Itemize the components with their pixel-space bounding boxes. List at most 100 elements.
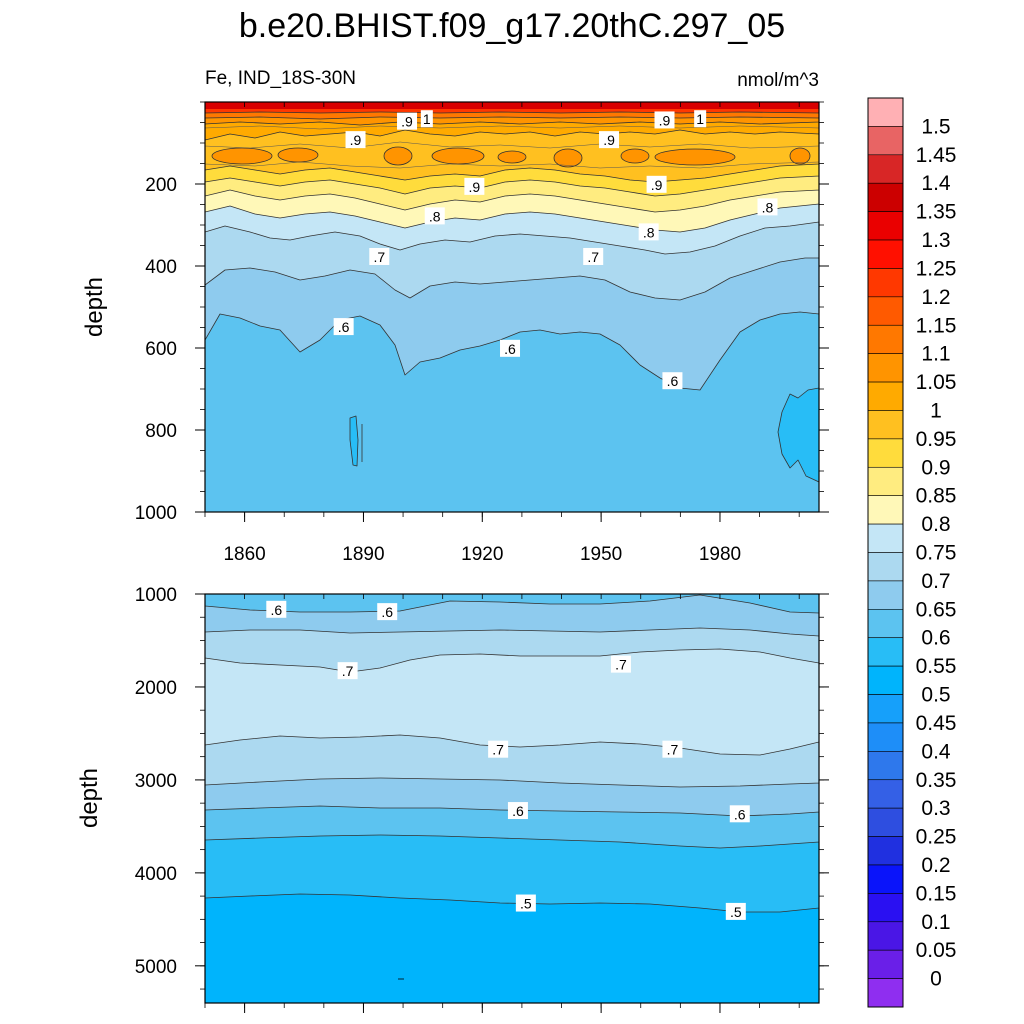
colorbar-label: 1.25 — [916, 257, 957, 280]
colorbar-label: 0.25 — [916, 826, 957, 849]
contour-label: .7 — [337, 662, 358, 680]
colorbar-label: 0.45 — [916, 712, 957, 735]
colorbar-swatch — [867, 97, 904, 127]
lower-band-0.55-0.60-top — [205, 594, 819, 614]
contour-label-text: .7 — [373, 249, 385, 265]
y-tick-label: 800 — [145, 421, 177, 442]
colorbar-label: 1.3 — [921, 229, 950, 252]
colorbar-label: 0.4 — [921, 740, 951, 763]
colorbar-swatch — [867, 324, 904, 354]
contour-label-text: .9 — [651, 177, 663, 193]
contour-label-box — [464, 177, 485, 195]
contour-label: .6 — [333, 318, 354, 336]
contour-label-text: 1 — [696, 111, 704, 127]
contour-label-box — [345, 131, 366, 149]
contour-label: .7 — [369, 247, 390, 265]
contour-label-text: .8 — [762, 199, 774, 215]
contour-label-text: .5 — [730, 904, 742, 920]
colorbar-swatch — [867, 949, 904, 979]
colorbar-swatch — [867, 495, 904, 525]
contour-label-text: .6 — [381, 604, 393, 620]
upper-y-axis: 200 400 600 800 1000 — [135, 101, 829, 524]
colorbar-label: 1.4 — [921, 172, 951, 195]
colorbar-swatch — [867, 779, 904, 809]
lower-plot-frame — [204, 593, 820, 1004]
contour-label: .7 — [610, 655, 631, 673]
colorbar-swatch — [867, 552, 904, 582]
colorbar-swatch — [867, 268, 904, 298]
colorbar-label: 1 — [930, 399, 942, 422]
variable-region-label: Fe, IND_18S-30N — [205, 68, 356, 89]
upper-fine-contours — [205, 125, 819, 169]
contour-label-box — [638, 223, 659, 241]
contour-label-text: .6 — [734, 806, 746, 822]
colorbar-label: 0.05 — [916, 939, 957, 962]
y-tick-label: 600 — [145, 339, 177, 360]
colorbar-label: 0.7 — [921, 570, 950, 593]
y-tick-label: 200 — [145, 175, 177, 196]
contour-label: .9 — [599, 131, 620, 149]
lower-y-axis: 1000 2000 3000 4000 5000 — [135, 585, 829, 990]
colorbar-swatch — [867, 296, 904, 326]
contour-label-box — [333, 318, 354, 336]
colorbar: 0 0.05 0.1 0.15 0.2 0.25 0.3 0.35 0.4 0.45 0.5 0.55… — [867, 97, 957, 1008]
contour-label-box — [610, 655, 631, 673]
contour-label: .6 — [507, 802, 528, 820]
contour-label: .7 — [488, 740, 509, 758]
colorbar-label: 0.9 — [921, 456, 950, 479]
lower-panel: .6 .6 .7 .7 .7 .7 .6 .6 .5 .5 1000 2000 3000 4000 500… — [76, 585, 829, 1013]
colorbar-swatch — [867, 751, 904, 781]
x-tick-label: 1890 — [342, 544, 384, 565]
contour-label: .6 — [729, 805, 750, 823]
contour-label-text: .6 — [504, 341, 516, 357]
contour-label-box — [599, 131, 620, 149]
contour-label-text: .8 — [643, 224, 655, 240]
contour-label: .6 — [662, 372, 683, 390]
colorbar-swatch — [867, 438, 904, 468]
colorbar-swatch — [867, 665, 904, 695]
contour-label: .7 — [662, 740, 683, 758]
upper-contour-labels: .9 1 .9 .9 1 .9 .9 .9 .8 .8 .8 .7 .7 .6 .6 .6 — [333, 110, 778, 390]
chart-title: b.e20.BHIST.f09_g17.20thC.297_05 — [239, 7, 785, 45]
x-tick-label: 1950 — [580, 544, 622, 565]
contour-label: .9 — [646, 175, 667, 193]
contour-label-box — [757, 198, 778, 216]
contour-label-text: .7 — [492, 742, 504, 758]
colorbar-label: 1.1 — [921, 343, 950, 366]
contour-label-text: .7 — [615, 657, 627, 673]
colorbar-swatch — [867, 637, 904, 667]
colorbar-swatch — [867, 410, 904, 440]
contour-label: .5 — [515, 894, 536, 912]
lower-x-axis — [204, 594, 800, 1013]
y-tick-label: 3000 — [135, 771, 177, 792]
upper-pocket-0.50-0.55-right — [777, 387, 819, 483]
y-tick-label: 5000 — [135, 957, 177, 978]
contour-label-box — [662, 372, 683, 390]
y-tick-label: 1000 — [135, 503, 177, 524]
contour-label-box — [515, 894, 536, 912]
contour-label-text: .6 — [667, 373, 679, 389]
colorbar-label: 0.1 — [921, 911, 950, 934]
colorbar-label: 0 — [930, 968, 942, 991]
colorbar-swatch — [867, 211, 904, 241]
colorbar-label: 0.55 — [916, 655, 957, 678]
contour-label-box — [662, 740, 683, 758]
contour-label-text: .9 — [603, 132, 615, 148]
contour-label-text: .5 — [520, 896, 532, 912]
colorbar-label: 0.8 — [921, 513, 950, 536]
contour-label-text: .9 — [659, 112, 671, 128]
contour-label: .5 — [725, 902, 746, 920]
x-tick-label: 1980 — [699, 544, 741, 565]
colorbar-swatch — [867, 154, 904, 184]
contour-label: .9 — [345, 131, 366, 149]
colorbar-swatch — [867, 694, 904, 724]
colorbar-label: 0.75 — [916, 542, 957, 565]
contour-label: .8 — [424, 207, 445, 225]
colorbar-label: 0.15 — [916, 882, 957, 905]
y-tick-label: 400 — [145, 257, 177, 278]
contour-label-box — [583, 247, 604, 265]
contour-label-text: .9 — [469, 179, 481, 195]
upper-surface-max-band — [205, 102, 819, 109]
contour-label: .6 — [500, 339, 521, 357]
